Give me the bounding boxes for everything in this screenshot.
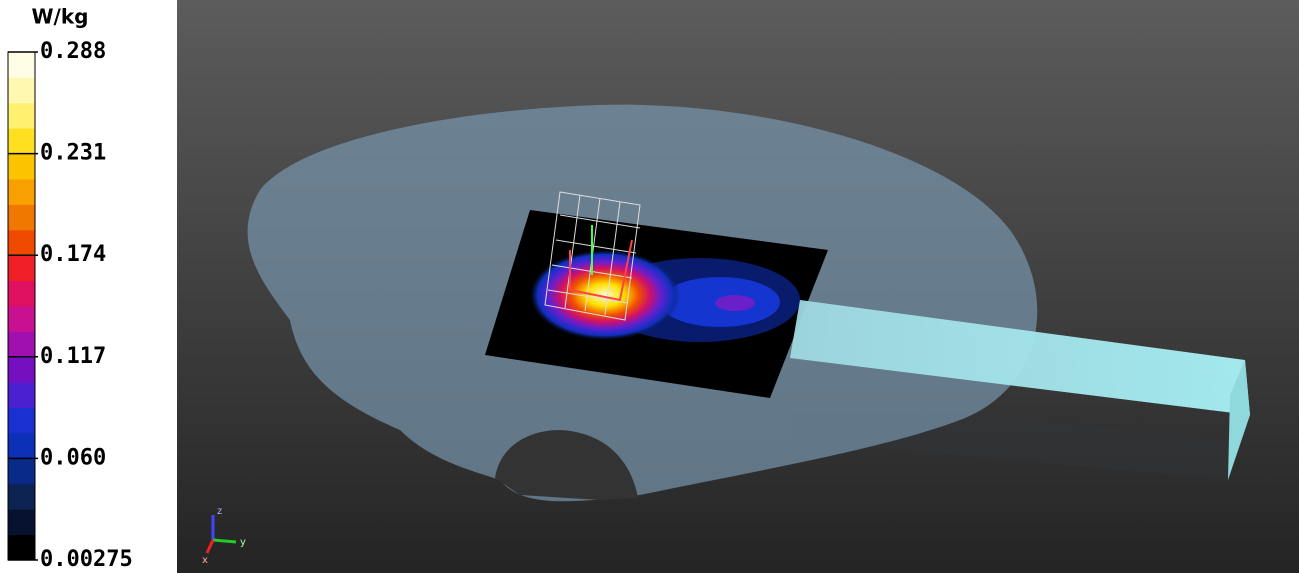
colorbar-band bbox=[8, 204, 35, 231]
triad-z-label: z bbox=[217, 506, 222, 517]
triad-x bbox=[205, 539, 215, 554]
cube-edge bbox=[569, 239, 633, 302]
zoom-cube bbox=[544, 191, 641, 321]
colorbar-tick-label: 0.117 bbox=[40, 344, 106, 369]
colorbar-tick-label: 0.174 bbox=[40, 242, 106, 267]
hotspot bbox=[530, 250, 680, 340]
colorbar-tick-label: 0.00275 bbox=[40, 547, 133, 572]
field-peak2 bbox=[715, 295, 755, 311]
colorbar-band bbox=[8, 280, 35, 307]
colorbar-tick-label: 0.288 bbox=[40, 39, 106, 64]
colorbar-band bbox=[8, 356, 35, 383]
colorbar-band bbox=[8, 509, 35, 536]
colorbar-band bbox=[8, 458, 35, 485]
colorbar-band bbox=[8, 534, 35, 561]
color-legend: W/kg 0.288 0.231 0.174 0.117 0.060 0.00275 bbox=[7, 5, 133, 572]
colorbar-band bbox=[8, 52, 35, 78]
triad-y-label: y bbox=[240, 537, 246, 548]
colorbar-band bbox=[8, 407, 35, 434]
colorbar-band bbox=[8, 306, 35, 332]
legend-unit: W/kg bbox=[32, 5, 89, 29]
colorbar-band bbox=[8, 153, 35, 180]
colorbar-band bbox=[8, 483, 35, 510]
colorbar-band bbox=[8, 128, 35, 155]
viewport: z y x bbox=[177, 0, 1299, 573]
colorbar-band bbox=[8, 331, 35, 358]
colorbar-tick-label: 0.060 bbox=[40, 445, 106, 470]
colorbar-band bbox=[8, 382, 35, 409]
triad-x-label: x bbox=[202, 555, 208, 566]
colorbar-band bbox=[8, 77, 35, 104]
triad-y bbox=[212, 538, 237, 544]
colorbar-band bbox=[8, 255, 35, 282]
colorbar-band bbox=[8, 229, 35, 256]
phantom-notch bbox=[495, 430, 638, 500]
feed-bar bbox=[790, 300, 1250, 415]
colorbar-band bbox=[8, 102, 35, 129]
colorbar-band bbox=[8, 179, 35, 205]
feed-bar-end bbox=[1228, 360, 1250, 480]
colorbar-tick-label: 0.231 bbox=[40, 141, 106, 166]
colorbar-band bbox=[8, 433, 35, 459]
